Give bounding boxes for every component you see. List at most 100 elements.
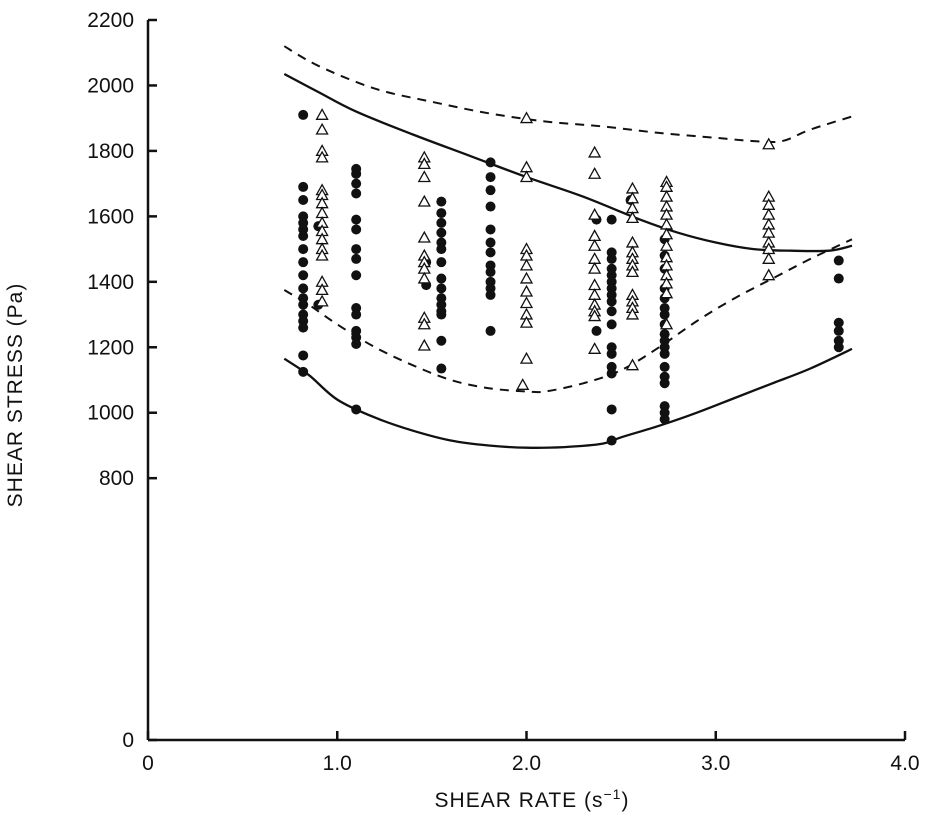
filled-circle-point [485,267,496,277]
y-tick-label: 2200 [87,9,134,32]
open-triangle-point [519,170,534,183]
open-triangle-point [762,137,776,150]
open-triangle-point [588,145,602,158]
filled-circle-point [298,257,309,268]
open-triangle-point [588,309,602,322]
open-triangle-point [417,271,431,284]
open-triangle-point [762,252,776,264]
open-triangle-point [659,317,674,330]
filled-circle-point [351,178,362,189]
open-triangle-point [588,288,602,300]
x-tick-label: 1.0 [323,752,352,775]
open-triangle-point [519,296,534,309]
open-triangle-point [625,181,640,194]
open-triangle-point [519,258,534,271]
filled-circle-point [485,201,496,212]
open-triangle-point [315,206,329,219]
filled-circle-point [606,404,617,415]
filled-circle-point [436,363,447,374]
open-triangle-point [659,217,674,230]
solid-envelope-curve [283,72,853,253]
filled-circle-point [606,319,617,330]
open-triangle-point [625,358,640,371]
open-triangle-point [315,122,329,135]
filled-circle-point [298,366,309,377]
open-triangle-point [519,111,534,124]
open-triangle-point [659,238,674,251]
x-axis-title-close: ) [621,789,629,812]
open-triangle-point [659,227,674,240]
filled-circle-point [351,270,362,281]
open-triangle-point [625,235,640,248]
open-triangle-point [625,265,640,278]
open-triangle-point [315,248,329,261]
open-triangle-point [315,108,329,120]
open-triangle-point [659,189,674,202]
filled-circle-point [298,109,309,120]
y-ticks: 0 800 1000 1200 1400 1600 1800 2000 2200 [87,9,157,752]
x-tick-label: 4.0 [890,752,919,775]
filled-circle-point [833,342,844,353]
filled-circle-point [351,309,362,320]
filled-circle-point [485,325,496,336]
filled-circle-point [298,350,309,361]
y-tick-label: 1200 [87,336,134,359]
filled-circle-point [298,181,309,192]
x-tick-label: 0 [142,752,154,775]
filled-circle-point [298,231,309,241]
filled-circle-point [351,244,362,255]
y-tick-label: 1400 [87,271,134,294]
filled-circle-point [436,227,447,238]
y-tick-label: 1800 [87,140,134,163]
x-axis-title-exponent: −1 [604,786,622,802]
x-tick-label: 3.0 [701,752,730,775]
filled-circle-point [436,309,447,320]
filled-circle-point [659,348,670,359]
filled-circle-point [485,289,496,300]
filled-circle-point [485,247,496,258]
dashed-envelope-curve [283,45,853,144]
filled-circle-point [351,168,362,179]
open-triangle-point [762,268,776,281]
filled-circle-point [436,257,447,268]
filled-circle-point [436,273,447,284]
open-triangle-point [625,307,640,320]
filled-circle-point [833,273,844,284]
filled-circle-point [606,253,617,264]
filled-circle-point [351,214,362,225]
open-triangle-point [625,211,640,224]
filled-circle-point [485,185,496,196]
open-triangle-point [417,230,431,243]
x-axis-title-main: SHEAR RATE (s [435,789,604,812]
y-axis-title: SHEAR STRESS (Pa) [4,283,27,508]
data-points [298,108,844,446]
filled-circle-point [606,306,617,317]
filled-circle-point [298,270,309,281]
filled-circle-point [351,253,362,264]
y-tick-label: 1600 [87,205,134,228]
y-tick-label: 0 [122,729,134,752]
filled-circle-point [606,296,617,307]
filled-circle-point [351,224,362,235]
filled-circle-point [833,255,844,266]
open-triangle-point [417,170,431,183]
filled-circle-point [351,339,362,349]
filled-circle-point [436,244,447,255]
open-triangle-point [315,294,329,307]
filled-circle-point [591,325,602,336]
open-triangle-point [516,378,530,390]
axes: 0 800 1000 1200 1400 1600 1800 2000 2200 0 1.0 2.0… [87,9,919,775]
open-triangle-point [588,261,602,274]
filled-circle-point [606,348,617,359]
y-tick-label: 800 [99,467,134,490]
open-triangle-point [588,207,602,220]
open-triangle-point [588,252,602,264]
filled-circle-point [351,188,362,199]
open-triangle-point [659,286,674,299]
x-tick-label: 2.0 [512,752,541,775]
filled-circle-point [606,368,617,379]
open-triangle-point [315,150,329,163]
filled-circle-point [436,208,447,219]
filled-circle-point [436,196,447,207]
